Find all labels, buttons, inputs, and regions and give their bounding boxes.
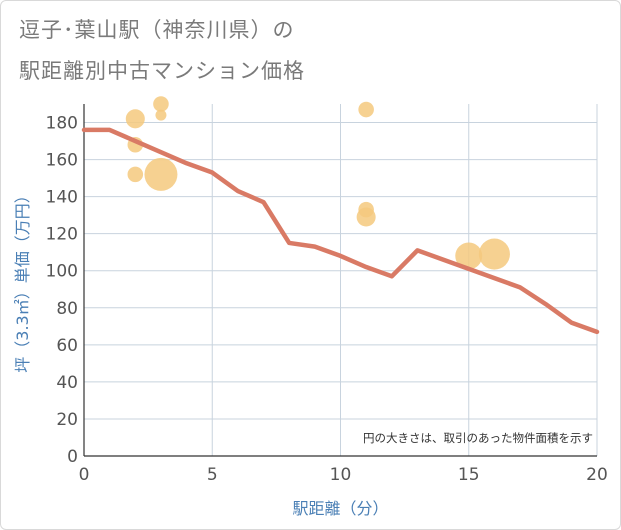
x-tick-label: 20: [586, 465, 608, 485]
y-tick-label: 80: [56, 299, 78, 319]
chart-title-line1: 逗子･葉山駅（神奈川県）の: [19, 18, 295, 42]
bubble-point: [153, 96, 169, 112]
y-tick-label: 20: [56, 410, 78, 430]
y-tick-label: 60: [56, 336, 78, 356]
bubble-point: [455, 242, 483, 270]
bubble-point: [356, 207, 376, 227]
y-tick-label: 140: [46, 188, 78, 208]
bubble-point: [478, 238, 510, 270]
bubble-point: [358, 101, 374, 118]
bubble-point: [127, 166, 144, 183]
y-tick-label: 0: [67, 447, 78, 467]
y-tick-label: 100: [46, 262, 78, 282]
trend-line: [81, 127, 600, 335]
x-tick-label: 15: [458, 465, 480, 485]
y-tick-label: 160: [46, 151, 78, 171]
bubble-point: [155, 109, 167, 121]
chart-title-line2: 駅距離別中古マンション価格: [19, 59, 305, 83]
y-axis-title: 坪（3.3㎡）単価（万円）: [13, 187, 32, 372]
x-tick-label: 10: [330, 465, 352, 485]
y-tick-label: 120: [46, 225, 78, 245]
bubble-point: [144, 157, 178, 191]
x-axis-title: 駅距離（分）: [292, 499, 388, 518]
y-tick-label: 40: [56, 373, 78, 393]
y-tick-label: 180: [46, 114, 78, 134]
x-tick-label: 0: [79, 465, 90, 485]
x-tick-label: 5: [207, 465, 218, 485]
size-legend-note: 円の大きさは、取引のあった物件面積を示す: [363, 431, 593, 445]
bubble-point: [125, 109, 145, 129]
